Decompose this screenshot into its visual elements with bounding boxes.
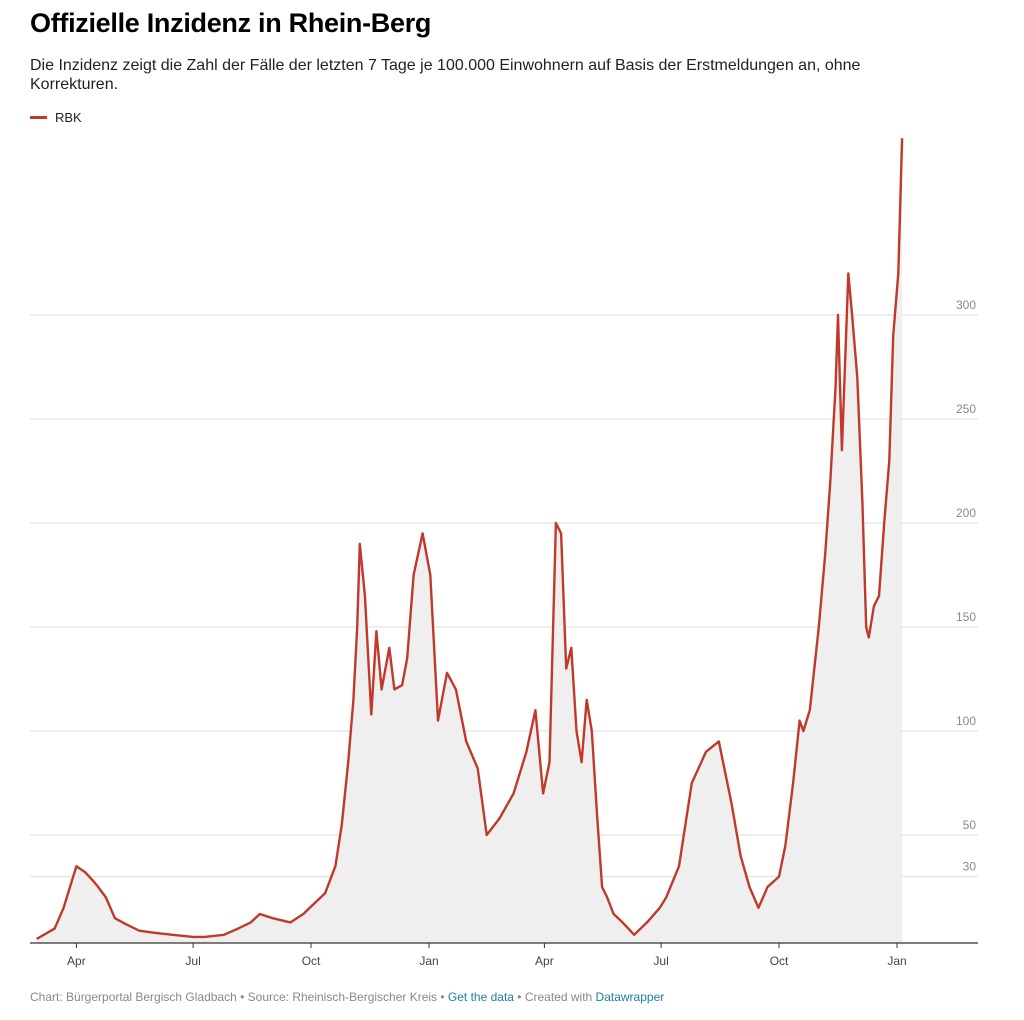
footer-created-with: • Created with xyxy=(513,990,596,1004)
y-tick-label: 200 xyxy=(956,506,976,520)
y-tick-label: 100 xyxy=(956,714,976,728)
y-tick-label: 250 xyxy=(956,402,976,416)
chart-footer: Chart: Bürgerportal Bergisch Gladbach • … xyxy=(30,990,664,1004)
series-area-RBK xyxy=(36,138,903,943)
legend-swatch xyxy=(30,116,47,119)
x-tick-label: Jul xyxy=(653,954,668,968)
legend-label: RBK xyxy=(55,110,82,125)
x-tick-label: Oct xyxy=(770,954,789,968)
x-tick-label: Jan xyxy=(887,954,906,968)
series-line-RBK xyxy=(35,138,904,941)
chart-title: Offizielle Inzidenz in Rhein-Berg xyxy=(30,8,432,38)
chart-subtitle: Die Inzidenz zeigt die Zahl der Fälle de… xyxy=(30,57,861,93)
y-tick-label: 30 xyxy=(963,860,977,874)
datawrapper-link[interactable]: Datawrapper xyxy=(595,990,665,1004)
x-tick-label: Apr xyxy=(67,954,86,968)
y-tick-label: 300 xyxy=(956,298,976,312)
y-tick-label: 150 xyxy=(956,610,976,624)
line-chart: 30 50 100 150 200 250 300 Apr Jul Oct Jan Apr Jul Oct… xyxy=(30,138,978,968)
x-tick-label: Apr xyxy=(535,954,554,968)
x-tick-label: Oct xyxy=(302,954,321,968)
x-tick-label: Jan xyxy=(419,954,438,968)
footer-credit: Chart: Bürgerportal Bergisch Gladbach • … xyxy=(30,990,448,1004)
get-data-link[interactable]: Get the data xyxy=(447,990,514,1004)
x-tick-label: Jul xyxy=(185,954,200,968)
legend: RBK xyxy=(30,110,82,125)
y-tick-label: 50 xyxy=(963,818,977,832)
